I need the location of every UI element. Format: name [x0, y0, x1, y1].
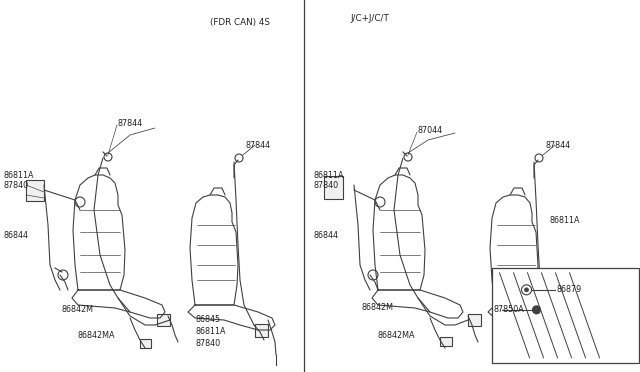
Text: 87840: 87840 [314, 180, 339, 189]
Text: 87844: 87844 [245, 141, 270, 150]
Text: J/C+J/C/T: J/C+J/C/T [351, 13, 389, 22]
Bar [468, 314, 481, 326]
Bar [492, 268, 639, 363]
Text: (FDR CAN) 4S: (FDR CAN) 4S [210, 17, 270, 26]
Text: ^868*0090: ^868*0090 [520, 356, 566, 365]
Text: 87844: 87844 [545, 141, 570, 150]
Text: 87850A: 87850A [493, 305, 524, 314]
Bar [440, 337, 452, 346]
Text: 86811A: 86811A [196, 327, 227, 337]
Text: 86811A: 86811A [4, 170, 35, 180]
Text: 86842M: 86842M [62, 305, 94, 314]
Text: 86811A: 86811A [550, 215, 580, 224]
Text: 87044: 87044 [418, 125, 443, 135]
Text: 86845: 86845 [196, 315, 221, 324]
Circle shape [532, 306, 541, 314]
Text: 86845: 86845 [506, 321, 531, 330]
Bar [157, 314, 170, 326]
Text: 87840: 87840 [196, 340, 221, 349]
Text: 87840: 87840 [4, 180, 29, 189]
Text: 86842MA: 86842MA [378, 330, 415, 340]
Bar [140, 339, 151, 348]
Text: 87844: 87844 [118, 119, 143, 128]
Text: 86844: 86844 [4, 231, 29, 240]
Circle shape [525, 288, 529, 292]
Text: 86811A: 86811A [314, 170, 344, 180]
Bar [26, 180, 44, 201]
Text: 86842M: 86842M [362, 304, 394, 312]
Bar [324, 176, 343, 199]
Text: 86842MA: 86842MA [78, 330, 115, 340]
Text: 87B40: 87B40 [520, 334, 546, 343]
Bar [255, 324, 268, 337]
Text: 86879: 86879 [557, 285, 582, 294]
Text: 86844: 86844 [314, 231, 339, 240]
Bar [564, 324, 577, 337]
